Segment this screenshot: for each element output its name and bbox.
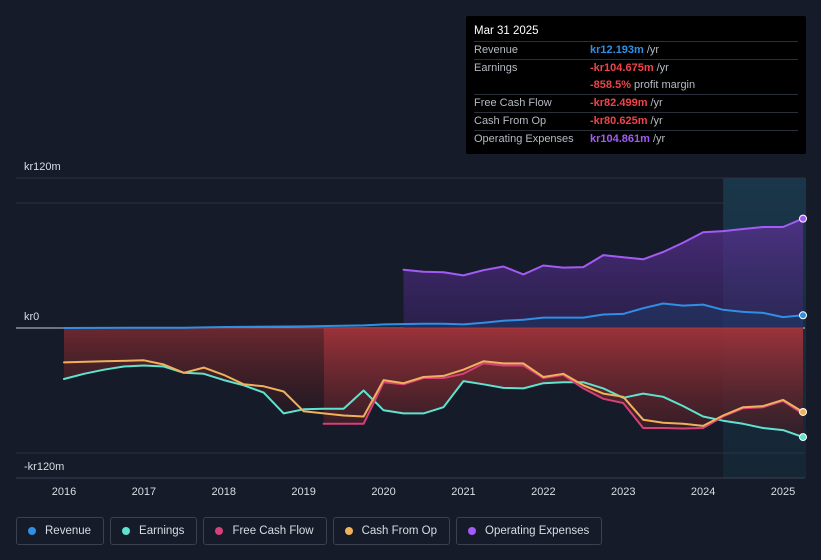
legend-label: Cash From Op (361, 525, 438, 537)
legend-dot-icon (215, 527, 224, 535)
tooltip-value: -kr104.675m (590, 62, 654, 74)
tooltip-label: Cash From Op (474, 115, 547, 127)
tooltip-value: -858.5% (590, 79, 631, 91)
legend-item-operating-expenses[interactable]: Operating Expenses (456, 517, 603, 545)
negative-area (323, 328, 803, 438)
tooltip-row-revenue: Revenue kr12.193m /yr (474, 41, 798, 59)
operating-expenses-endpoint (799, 214, 807, 223)
operating-expenses-area (403, 218, 803, 328)
tooltip-unit: profit margin (633, 79, 696, 91)
revenue-endpoint (799, 311, 807, 320)
x-tick-label: 2018 (212, 486, 236, 498)
tooltip-row-cash-from-op: Cash From Op -kr80.625m /yr (474, 112, 798, 130)
tooltip-unit: /yr (650, 115, 663, 127)
tooltip-unit: /yr (652, 133, 666, 145)
tooltip-label: Earnings (474, 62, 518, 74)
legend-dot-icon (122, 527, 131, 535)
legend-dot-icon (468, 527, 477, 535)
earnings-endpoint (799, 433, 807, 442)
legend-label: Free Cash Flow (232, 525, 314, 537)
tooltip-date: Mar 31 2025 (474, 25, 539, 37)
series-lines (63, 217, 804, 439)
x-tick-label: 2020 (371, 486, 395, 498)
legend-label: Revenue (45, 525, 92, 537)
tooltip-value: -kr80.625m (590, 115, 648, 127)
legend-item-earnings[interactable]: Earnings (110, 517, 198, 545)
x-tick-label: 2023 (611, 486, 635, 498)
x-tick-label: 2016 (52, 486, 76, 498)
tooltip-value: -kr82.499m (590, 97, 648, 109)
revenue-area (63, 303, 804, 328)
tooltip-row-earnings: Earnings -kr104.675m /yr (474, 59, 798, 77)
legend-label: Operating Expenses (485, 525, 590, 537)
operating-expenses-line (402, 217, 804, 277)
tooltip: Mar 31 2025 Revenue kr12.193m /yr Earnin… (466, 16, 806, 154)
x-tick-label: 2025 (771, 486, 795, 498)
tooltip-row-profit-margin: -858.5% profit margin (474, 77, 798, 94)
tooltip-label: Free Cash Flow (474, 97, 552, 109)
x-tick-label: 2022 (531, 486, 555, 498)
tooltip-row-free-cash-flow: Free Cash Flow -kr82.499m /yr (474, 94, 798, 112)
legend-item-free-cash-flow[interactable]: Free Cash Flow (203, 517, 327, 545)
legend-dot-icon (28, 527, 36, 535)
x-tick-label: 2017 (132, 486, 156, 498)
x-tick-label: 2021 (451, 486, 475, 498)
tooltip-value: kr104.861m (590, 133, 650, 145)
tooltip-label: Revenue (474, 44, 519, 56)
series-endpoints (799, 214, 807, 442)
tooltip-label (474, 77, 590, 94)
y-tick-label: kr0 (24, 311, 39, 323)
y-tick-label: -kr120m (24, 461, 64, 473)
legend: Revenue Earnings Free Cash Flow Cash Fro… (16, 517, 608, 545)
tooltip-unit: /yr (646, 44, 660, 56)
legend-item-cash-from-op[interactable]: Cash From Op (332, 517, 451, 545)
tooltip-unit: /yr (656, 62, 669, 74)
x-tick-label: 2024 (691, 486, 715, 498)
x-tick-label: 2019 (291, 486, 315, 498)
tooltip-row-operating-expenses: Operating Expenses kr104.861m /yr (474, 130, 798, 148)
x-axis: 2016 2017 2018 2019 2020 2021 2022 2023 2024 2025 (52, 486, 796, 498)
cash-from-op-line (63, 359, 804, 427)
tooltip-unit: /yr (650, 97, 663, 109)
legend-dot-icon (344, 527, 353, 535)
revenue-line (63, 302, 804, 329)
tooltip-label: Operating Expenses (474, 133, 574, 145)
y-tick-label: kr120m (24, 161, 61, 173)
y-axis: kr120m kr0 -kr120m (24, 161, 64, 473)
earnings-line (63, 364, 804, 439)
legend-item-revenue[interactable]: Revenue (16, 517, 105, 545)
tooltip-value: kr12.193m (590, 44, 644, 56)
legend-label: Earnings (139, 525, 185, 537)
cash-from-op-endpoint (799, 407, 807, 416)
